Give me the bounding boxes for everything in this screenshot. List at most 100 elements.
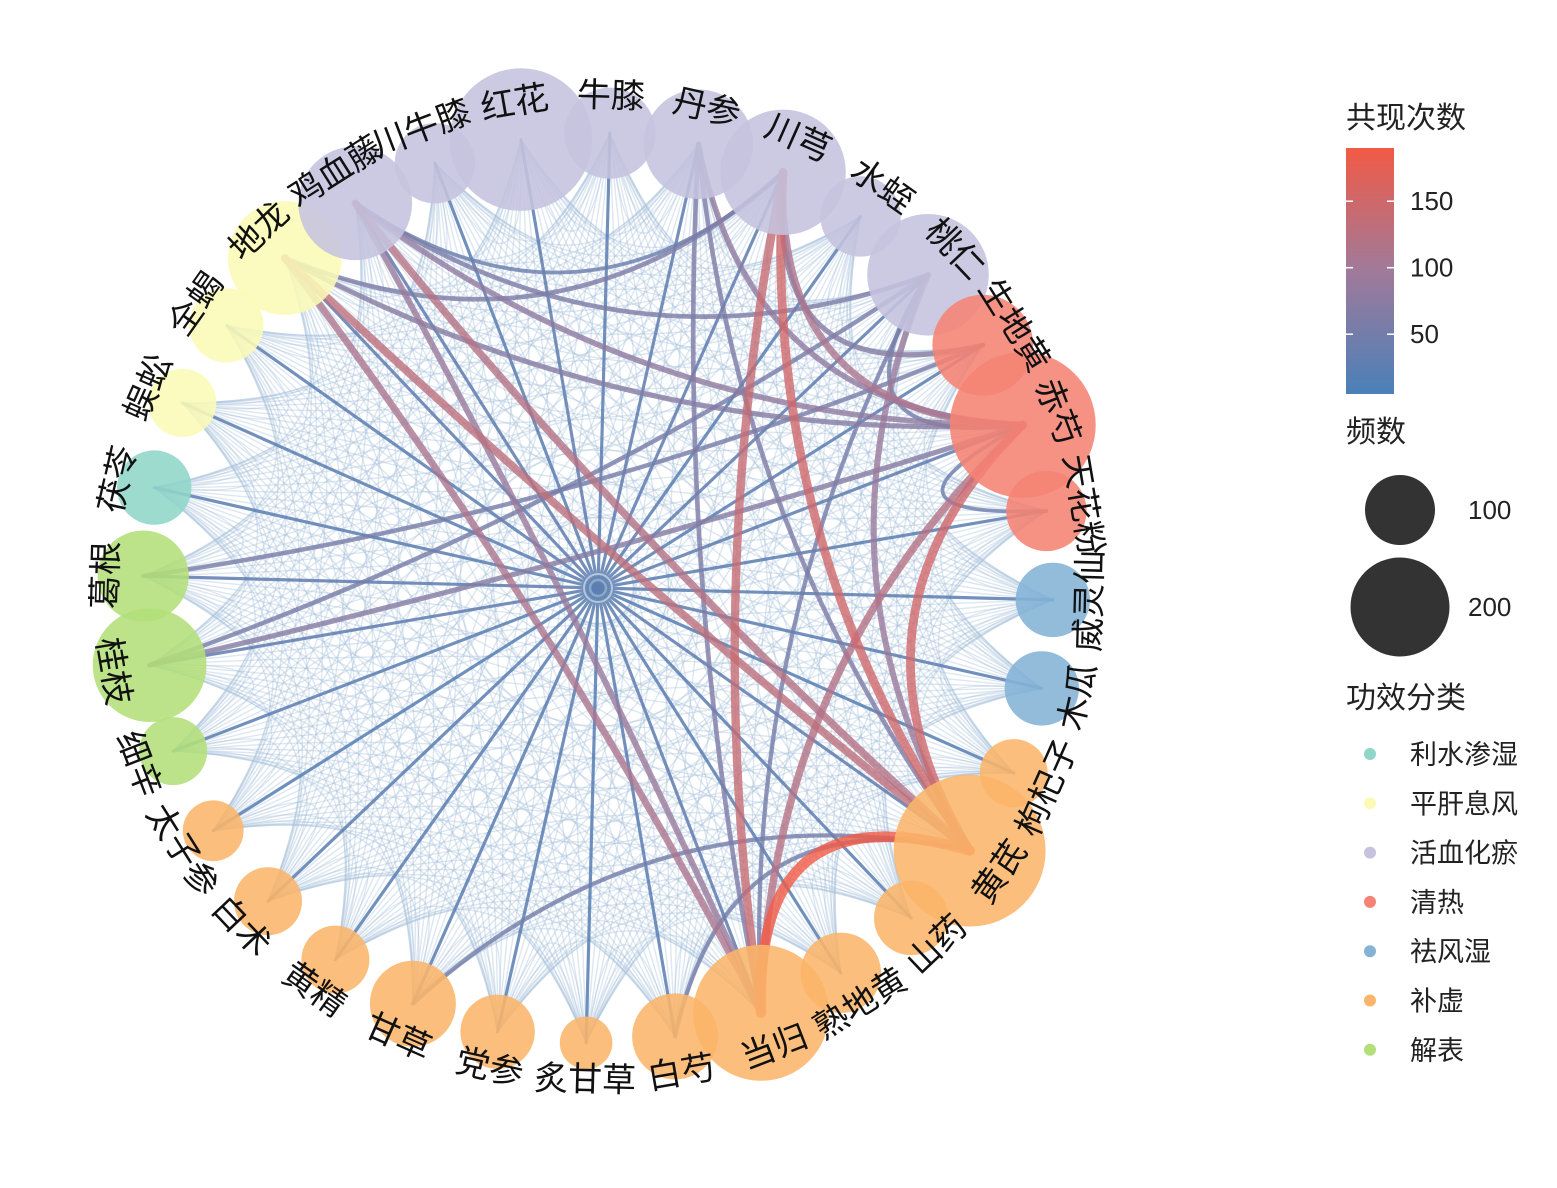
- background-edge: [520, 139, 762, 1014]
- node: [117, 450, 192, 525]
- background-edge: [213, 824, 587, 1044]
- background-edge: [497, 883, 912, 1033]
- background-edge: [153, 486, 912, 919]
- background-edge: [225, 325, 416, 1004]
- background-edge: [226, 132, 611, 336]
- node-label: 葛根: [85, 541, 127, 610]
- background-edge: [585, 144, 700, 1043]
- background-edge: [609, 132, 862, 268]
- background-edge: [267, 873, 676, 1037]
- background-edge: [496, 172, 784, 1032]
- background-edge: [181, 402, 352, 960]
- hub-edge: [596, 343, 985, 590]
- background-edge: [173, 741, 970, 852]
- background-edge: [936, 685, 1042, 774]
- background-edge: [334, 163, 445, 960]
- background-edge: [412, 926, 501, 1032]
- background-edge: [153, 487, 303, 902]
- hub-edge: [283, 256, 600, 590]
- background-edge: [212, 257, 328, 832]
- size-legend-circle: [1365, 475, 1435, 545]
- background-edge: [173, 750, 676, 1037]
- category-legend-label: 活血化瘀: [1410, 839, 1518, 870]
- size-legend-items: 100 200: [1350, 475, 1511, 657]
- background-edge: [822, 216, 912, 919]
- background-edge: [182, 215, 861, 406]
- background-edge: [267, 687, 1042, 902]
- background-edge: [143, 215, 862, 577]
- category-legend-swatch: [1364, 1043, 1376, 1056]
- background-edge: [697, 144, 912, 919]
- hub-edge: [519, 138, 600, 590]
- node: [820, 176, 901, 257]
- background-edge: [434, 162, 861, 277]
- hub-edge: [596, 586, 913, 920]
- background-edge: [334, 896, 430, 1004]
- background-edge: [142, 324, 278, 577]
- background-edge: [143, 575, 970, 852]
- legend: 共现次数 150 100 50 频数 100 200 功效分类 利水渗湿平肝息风活血化…: [1346, 101, 1518, 1067]
- background-edge: [173, 750, 350, 960]
- background-edge: [609, 133, 971, 852]
- background-edge: [520, 139, 912, 919]
- category-legend-label: 清热: [1410, 888, 1464, 919]
- node: [874, 880, 949, 956]
- colorbar-tick-label: 50: [1410, 319, 1439, 349]
- size-legend-circle: [1350, 557, 1450, 657]
- hub-edge: [141, 574, 600, 590]
- background-edge: [182, 143, 699, 404]
- hub-edge: [596, 131, 612, 590]
- edge: [351, 199, 974, 855]
- background-edge: [520, 139, 1015, 774]
- background-edge: [585, 687, 1042, 1044]
- node: [189, 288, 264, 363]
- node: [693, 944, 830, 1081]
- background-edge: [334, 424, 1024, 961]
- hub-edge: [411, 586, 600, 1006]
- background-edge: [172, 325, 287, 752]
- node: [369, 960, 456, 1047]
- category-legend-label: 解表: [1410, 1036, 1464, 1067]
- background-edge: [149, 664, 762, 1014]
- background-edge: [213, 820, 416, 1004]
- hub-edge: [496, 586, 600, 1034]
- background-edge: [697, 144, 1054, 601]
- background-edge: [284, 257, 983, 371]
- node: [97, 530, 189, 622]
- background-edge: [585, 944, 676, 1043]
- background-edges: [142, 132, 1054, 1044]
- category-legend-label: 祛风湿: [1410, 937, 1491, 968]
- background-edge: [226, 324, 1023, 435]
- background-edge: [173, 750, 499, 1032]
- background-edge: [142, 143, 699, 577]
- background-edge: [335, 770, 1014, 961]
- node: [1015, 562, 1090, 638]
- node: [92, 608, 207, 722]
- background-edge: [354, 202, 587, 1043]
- hub-edge: [596, 586, 1016, 775]
- edge: [147, 422, 1026, 668]
- background-edge: [173, 738, 281, 832]
- background-edge: [334, 599, 1053, 961]
- background-edge: [334, 133, 611, 960]
- background-edge: [172, 143, 700, 752]
- category-legend-swatch: [1364, 846, 1376, 859]
- background-edge: [153, 487, 414, 1004]
- edge: [696, 141, 972, 853]
- background-edge: [142, 575, 842, 974]
- background-edge: [212, 163, 436, 832]
- background-edge: [412, 139, 522, 1004]
- background-edge: [182, 402, 1047, 512]
- background-edge: [213, 805, 912, 919]
- background-edge: [153, 487, 256, 752]
- node: [564, 87, 656, 179]
- background-edge: [496, 133, 611, 1032]
- background-edge: [173, 750, 842, 974]
- category-legend-label: 平肝息风: [1410, 789, 1518, 820]
- node: [1006, 470, 1087, 552]
- background-edge: [212, 424, 1024, 832]
- hub-edge: [596, 586, 1055, 602]
- hub-edge: [596, 586, 763, 1015]
- edge-legend-title: 共现次数: [1346, 101, 1466, 136]
